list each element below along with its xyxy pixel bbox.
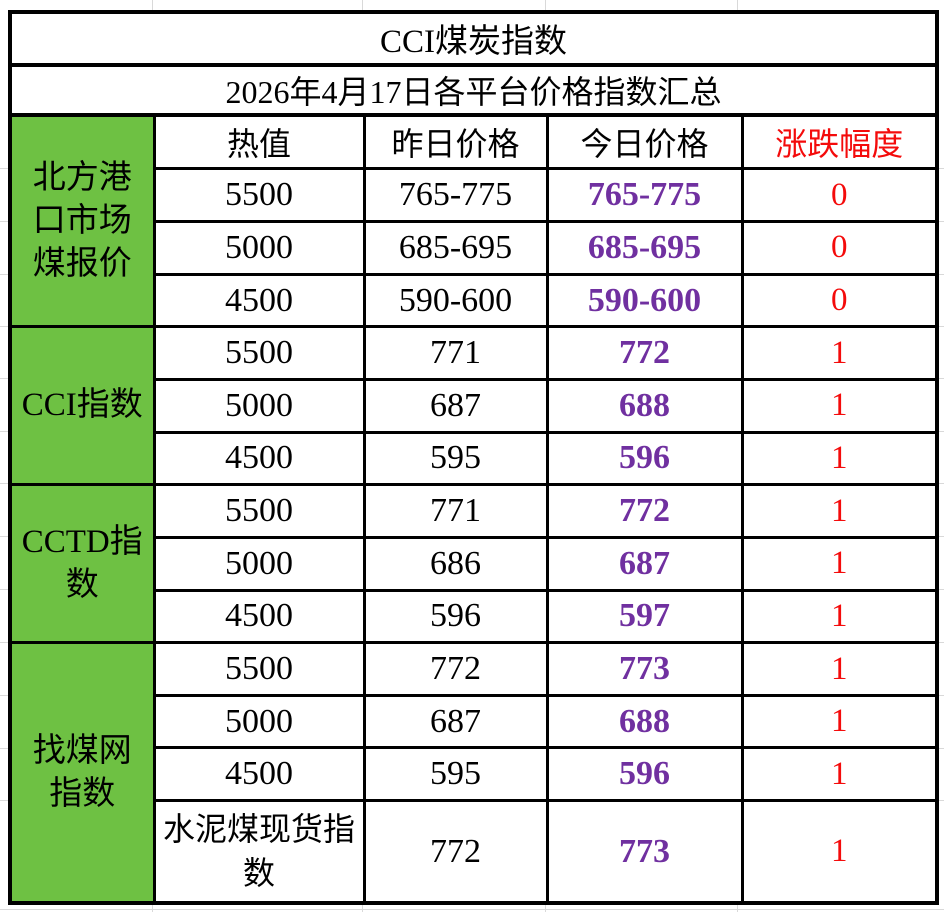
- col-header-today-price[interactable]: 今日价格: [545, 113, 744, 171]
- table-cell[interactable]: 1: [740, 430, 939, 487]
- table-cell[interactable]: 0: [740, 220, 939, 276]
- table-cell[interactable]: 4500: [152, 588, 366, 645]
- col-header-calorific-value[interactable]: 热值: [152, 113, 366, 171]
- table-cell[interactable]: 4500: [152, 272, 366, 329]
- table-cell[interactable]: 4500: [152, 430, 366, 487]
- group-label-zhaomeiwang[interactable]: 找煤网指数: [8, 641, 156, 905]
- table-row: 5000 687 688 1: [10, 693, 939, 750]
- col-header-change[interactable]: 涨跌幅度: [740, 113, 939, 171]
- table-cell[interactable]: 1: [740, 588, 939, 645]
- table-cell[interactable]: 771: [362, 483, 549, 539]
- table-title[interactable]: CCI煤炭指数: [8, 10, 939, 67]
- table-cell[interactable]: 686: [362, 535, 549, 592]
- table-row: CCI煤炭指数: [8, 10, 939, 67]
- table-cell[interactable]: 水泥煤现货指数: [152, 799, 366, 905]
- table-row: 5500 765-775 765-775 0: [10, 167, 939, 224]
- table-cell[interactable]: 590-600: [545, 272, 744, 329]
- table-row: 4500 595 596 1: [10, 430, 939, 487]
- table-cell[interactable]: 590-600: [362, 272, 549, 329]
- table-cell[interactable]: 765-775: [362, 167, 549, 224]
- table-cell[interactable]: 772: [362, 641, 549, 697]
- table-cell[interactable]: 772: [545, 483, 744, 539]
- table-cell[interactable]: 772: [545, 325, 744, 381]
- table-cell[interactable]: 772: [362, 799, 549, 905]
- table-cell[interactable]: 773: [545, 799, 744, 905]
- table-row: 水泥煤现货指数 772 773 1: [10, 799, 939, 905]
- table-cell[interactable]: 1: [740, 641, 939, 697]
- table-cell[interactable]: 597: [545, 588, 744, 645]
- table-cell[interactable]: 0: [740, 272, 939, 329]
- group-label-cctd[interactable]: CCTD指数: [8, 483, 156, 645]
- table-cell[interactable]: 771: [362, 325, 549, 381]
- table-row: CCTD指数 5500 771 772 1: [8, 483, 939, 645]
- table-cell[interactable]: 688: [545, 377, 744, 434]
- group-label-north-ports[interactable]: 北方港口市场煤报价: [8, 113, 156, 329]
- table-cell[interactable]: 1: [740, 799, 939, 905]
- table-cell[interactable]: 5000: [152, 535, 366, 592]
- gridline: [0, 909, 944, 910]
- table-cell[interactable]: 595: [362, 430, 549, 487]
- table-cell[interactable]: 773: [545, 641, 744, 697]
- table-cell[interactable]: 4500: [152, 746, 366, 803]
- table-cell[interactable]: 5000: [152, 693, 366, 750]
- table-cell[interactable]: 5500: [152, 483, 366, 539]
- table-row: 5000 685-695 685-695 0: [10, 220, 939, 276]
- table-cell[interactable]: 1: [740, 325, 939, 381]
- table-cell[interactable]: 5500: [152, 325, 366, 381]
- table-cell[interactable]: 5000: [152, 220, 366, 276]
- table-cell[interactable]: 596: [362, 588, 549, 645]
- table-cell[interactable]: 688: [545, 693, 744, 750]
- table-cell[interactable]: 687: [362, 377, 549, 434]
- table-cell[interactable]: 1: [740, 535, 939, 592]
- table-subtitle[interactable]: 2026年4月17日各平台价格指数汇总: [8, 63, 939, 118]
- table-row: 4500 596 597 1: [10, 588, 939, 645]
- table-cell[interactable]: 5000: [152, 377, 366, 434]
- table-cell[interactable]: 596: [545, 746, 744, 803]
- table-row: 2026年4月17日各平台价格指数汇总: [8, 63, 939, 118]
- table-row: 4500 590-600 590-600 0: [10, 272, 939, 329]
- table-cell[interactable]: 595: [362, 746, 549, 803]
- table-cell[interactable]: 1: [740, 746, 939, 803]
- table-row: 5000 686 687 1: [10, 535, 939, 592]
- table-row: 4500 595 596 1: [10, 746, 939, 803]
- table-cell[interactable]: 765-775: [545, 167, 744, 224]
- table-row: 5000 687 688 1: [10, 377, 939, 434]
- table-cell[interactable]: 1: [740, 483, 939, 539]
- table-cell[interactable]: 5500: [152, 167, 366, 224]
- table-cell[interactable]: 1: [740, 693, 939, 750]
- price-index-table: CCI煤炭指数 2026年4月17日各平台价格指数汇总 北方港口市场煤报价 热值…: [8, 10, 939, 905]
- table-cell[interactable]: 596: [545, 430, 744, 487]
- table-cell[interactable]: 1: [740, 377, 939, 434]
- table-cell[interactable]: 5500: [152, 641, 366, 697]
- table-row: CCI指数 5500 771 772 1: [8, 325, 939, 487]
- table-row: 找煤网指数 5500 772 773 1: [8, 641, 939, 905]
- group-label-cci[interactable]: CCI指数: [8, 325, 156, 487]
- table-cell[interactable]: 685-695: [362, 220, 549, 276]
- table-cell[interactable]: 687: [545, 535, 744, 592]
- table-cell[interactable]: 685-695: [545, 220, 744, 276]
- table-cell[interactable]: 687: [362, 693, 549, 750]
- col-header-yesterday-price[interactable]: 昨日价格: [362, 113, 549, 171]
- table-header-row: 北方港口市场煤报价 热值 昨日价格 今日价格 涨跌幅度: [8, 113, 939, 329]
- table-cell[interactable]: 0: [740, 167, 939, 224]
